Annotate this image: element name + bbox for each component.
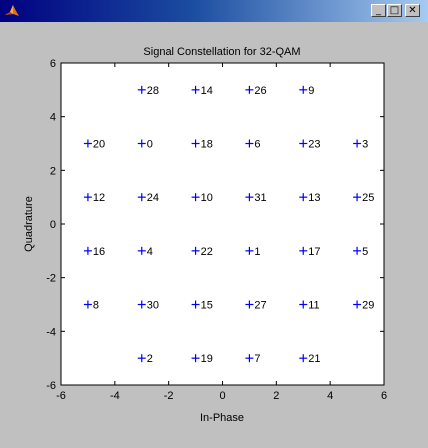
- constellation-point: 20: [83, 139, 105, 151]
- y-tick-label: -6: [46, 380, 56, 392]
- point-label: 17: [308, 246, 320, 258]
- point-label: 6: [254, 139, 260, 151]
- constellation-point: 6: [245, 139, 261, 151]
- x-tick-label: 6: [381, 390, 387, 402]
- minimize-button[interactable]: _: [371, 4, 386, 17]
- point-label: 31: [254, 192, 266, 204]
- point-label: 2: [147, 353, 153, 365]
- constellation-point: 25: [353, 192, 374, 204]
- x-tick-label: 2: [273, 390, 279, 402]
- y-tick-label: -2: [46, 273, 56, 285]
- constellation-point: 7: [245, 353, 261, 365]
- constellation-point: 9: [299, 85, 314, 97]
- point-label: 25: [362, 192, 374, 204]
- constellation-point: 15: [191, 300, 213, 312]
- constellation-point: 14: [191, 85, 213, 97]
- point-label: 29: [362, 300, 374, 312]
- constellation-point: 18: [191, 139, 213, 151]
- constellation-point: 2: [137, 353, 153, 365]
- x-tick-label: 0: [219, 390, 225, 402]
- point-label: 28: [147, 85, 159, 97]
- x-tick-label: -2: [164, 390, 174, 402]
- constellation-point: 31: [245, 192, 267, 204]
- point-label: 24: [147, 192, 159, 204]
- x-tick-label: -6: [56, 390, 66, 402]
- point-label: 0: [147, 139, 153, 151]
- point-label: 11: [308, 300, 319, 312]
- point-label: 26: [254, 85, 266, 97]
- point-label: 12: [93, 192, 105, 204]
- constellation-point: 8: [83, 300, 99, 312]
- point-label: 21: [308, 353, 320, 365]
- constellation-point: 28: [137, 85, 159, 97]
- constellation-point: 0: [137, 139, 153, 151]
- point-label: 5: [362, 246, 368, 258]
- y-axis-label: Quadrature: [23, 196, 35, 252]
- point-label: 22: [201, 246, 213, 258]
- x-axis-label: In-Phase: [200, 412, 244, 424]
- point-label: 8: [93, 300, 99, 312]
- point-label: 13: [308, 192, 320, 204]
- chart-title: Signal Constellation for 32-QAM: [143, 46, 300, 58]
- constellation-point: 22: [191, 246, 213, 258]
- constellation-point: 29: [353, 300, 374, 312]
- point-label: 20: [93, 139, 105, 151]
- point-label: 27: [254, 300, 266, 312]
- point-label: 18: [201, 139, 213, 151]
- constellation-point: 11: [299, 300, 320, 312]
- point-label: 9: [308, 85, 314, 97]
- constellation-point: 21: [299, 353, 321, 365]
- constellation-point: 24: [137, 192, 159, 204]
- axes-box: [60, 62, 385, 386]
- scatter-chart: Signal Constellation for 32-QAM In-Phase…: [23, 46, 387, 424]
- matlab-logo-icon: [5, 5, 19, 16]
- constellation-point: 5: [353, 246, 368, 258]
- point-label: 15: [201, 300, 213, 312]
- point-label: 10: [201, 192, 213, 204]
- point-label: 16: [93, 246, 105, 258]
- y-tick-label: 0: [50, 219, 56, 231]
- x-tick-label: 4: [327, 390, 333, 402]
- point-label: 14: [201, 85, 213, 97]
- y-tick-label: -4: [46, 326, 56, 338]
- point-label: 30: [147, 300, 159, 312]
- point-label: 4: [147, 246, 153, 258]
- constellation-point: 16: [83, 246, 105, 258]
- constellation-point: 10: [191, 192, 213, 204]
- constellation-point: 1: [245, 246, 261, 258]
- close-button[interactable]: ✕: [405, 4, 420, 17]
- y-tick-label: 4: [50, 112, 56, 124]
- y-tick-label: 2: [50, 165, 56, 177]
- point-label: 19: [201, 353, 213, 365]
- constellation-point: 4: [137, 246, 153, 258]
- point-label: 7: [254, 353, 260, 365]
- constellation-point: 17: [299, 246, 321, 258]
- constellation-point: 13: [299, 192, 321, 204]
- constellation-point: 26: [245, 85, 267, 97]
- figure-area: Signal Constellation for 32-QAM In-Phase…: [0, 22, 428, 448]
- constellation-point: 12: [83, 192, 105, 204]
- constellation-point: 27: [245, 300, 267, 312]
- constellation-point: 3: [353, 139, 368, 151]
- constellation-point: 19: [191, 353, 213, 365]
- constellation-point: 23: [299, 139, 321, 151]
- point-label: 3: [362, 139, 368, 151]
- point-label: 23: [308, 139, 320, 151]
- constellation-point: 30: [137, 300, 159, 312]
- title-bar[interactable]: _ □ ✕: [0, 0, 428, 22]
- y-tick-label: 6: [50, 58, 56, 70]
- x-tick-label: -4: [110, 390, 120, 402]
- point-label: 1: [254, 246, 260, 258]
- maximize-button[interactable]: □: [387, 4, 402, 17]
